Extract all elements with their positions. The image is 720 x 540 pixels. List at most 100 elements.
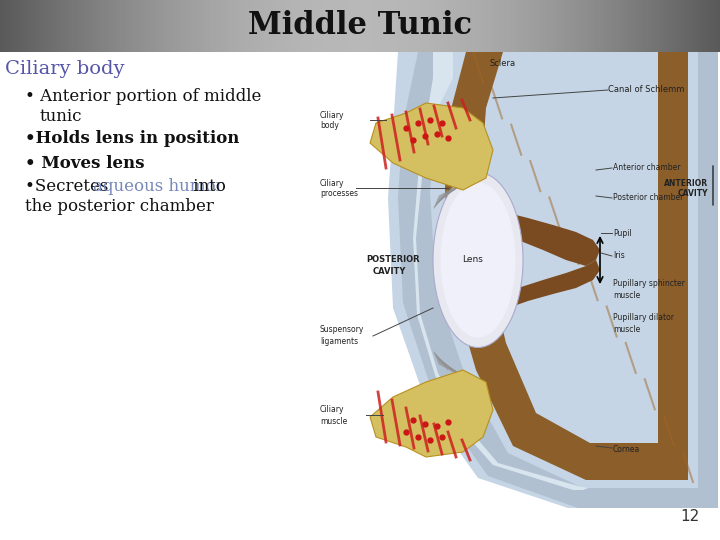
Text: tunic: tunic xyxy=(40,108,83,125)
Bar xyxy=(89,0,92,52)
Bar xyxy=(660,0,663,52)
Text: CAVITY: CAVITY xyxy=(678,190,708,199)
Bar xyxy=(132,0,135,52)
Bar xyxy=(17,0,20,52)
Bar xyxy=(427,0,431,52)
Bar xyxy=(245,0,248,52)
Text: Ciliary: Ciliary xyxy=(320,179,344,187)
Bar xyxy=(639,0,642,52)
Bar xyxy=(158,0,162,52)
Bar xyxy=(559,0,562,52)
Bar xyxy=(569,0,572,52)
Bar xyxy=(578,0,582,52)
Bar xyxy=(178,0,181,52)
Polygon shape xyxy=(445,52,688,480)
Bar xyxy=(490,0,493,52)
Bar xyxy=(348,0,351,52)
Bar xyxy=(629,0,632,52)
Bar xyxy=(715,0,719,52)
Bar xyxy=(621,0,625,52)
Bar xyxy=(588,0,591,52)
Bar xyxy=(526,0,529,52)
Text: the posterior chamber: the posterior chamber xyxy=(25,198,214,215)
Bar xyxy=(446,0,450,52)
Bar xyxy=(187,0,191,52)
Bar xyxy=(549,0,553,52)
Bar xyxy=(336,0,339,52)
Bar xyxy=(300,0,303,52)
Bar xyxy=(610,0,613,52)
Bar xyxy=(110,0,114,52)
Bar xyxy=(689,0,692,52)
Bar xyxy=(454,0,457,52)
Bar xyxy=(279,0,282,52)
Bar xyxy=(67,0,71,52)
Bar xyxy=(684,0,688,52)
Bar xyxy=(12,0,15,52)
Bar xyxy=(369,0,373,52)
Bar xyxy=(166,0,169,52)
Bar xyxy=(495,0,498,52)
Bar xyxy=(540,0,544,52)
Ellipse shape xyxy=(441,183,516,338)
Bar xyxy=(209,0,212,52)
Text: muscle: muscle xyxy=(613,291,640,300)
Bar xyxy=(295,0,299,52)
Bar xyxy=(151,0,155,52)
Bar xyxy=(106,0,109,52)
Bar xyxy=(585,0,589,52)
Bar xyxy=(261,0,265,52)
Bar xyxy=(437,0,440,52)
Bar xyxy=(485,0,488,52)
Bar xyxy=(653,0,656,52)
Bar xyxy=(297,0,301,52)
Bar xyxy=(718,0,720,52)
Bar xyxy=(341,0,344,52)
Bar xyxy=(175,0,179,52)
Bar xyxy=(595,0,598,52)
Bar xyxy=(146,0,150,52)
Bar xyxy=(535,0,539,52)
Bar xyxy=(317,0,320,52)
Text: •Holds lens in position: •Holds lens in position xyxy=(25,130,239,147)
Bar xyxy=(120,0,123,52)
Bar xyxy=(624,0,627,52)
Bar xyxy=(377,0,380,52)
Bar xyxy=(0,0,4,52)
Bar xyxy=(480,0,483,52)
Polygon shape xyxy=(398,52,718,508)
Bar xyxy=(36,0,40,52)
Bar xyxy=(194,0,198,52)
Text: processes: processes xyxy=(320,190,358,199)
Bar xyxy=(518,0,522,52)
Bar xyxy=(99,0,102,52)
Bar xyxy=(711,0,714,52)
Text: Ciliary: Ciliary xyxy=(320,111,344,120)
Bar xyxy=(310,0,313,52)
Bar xyxy=(84,0,87,52)
Bar xyxy=(281,0,284,52)
Bar xyxy=(650,0,654,52)
Bar xyxy=(679,0,683,52)
Bar xyxy=(506,0,510,52)
Bar xyxy=(576,0,580,52)
Bar xyxy=(382,0,385,52)
Bar xyxy=(204,0,207,52)
Bar xyxy=(571,0,575,52)
Bar xyxy=(238,0,241,52)
Bar xyxy=(547,0,551,52)
Bar xyxy=(290,0,294,52)
Bar xyxy=(38,0,42,52)
Bar xyxy=(27,0,30,52)
Bar xyxy=(365,0,368,52)
Bar xyxy=(475,0,479,52)
Bar xyxy=(211,0,215,52)
Text: 12: 12 xyxy=(680,509,700,524)
Bar xyxy=(552,0,555,52)
Bar xyxy=(168,0,171,52)
Text: Posterior chamber: Posterior chamber xyxy=(613,193,683,202)
Bar xyxy=(408,0,411,52)
Bar xyxy=(423,0,426,52)
Polygon shape xyxy=(370,370,493,457)
Bar xyxy=(531,0,534,52)
